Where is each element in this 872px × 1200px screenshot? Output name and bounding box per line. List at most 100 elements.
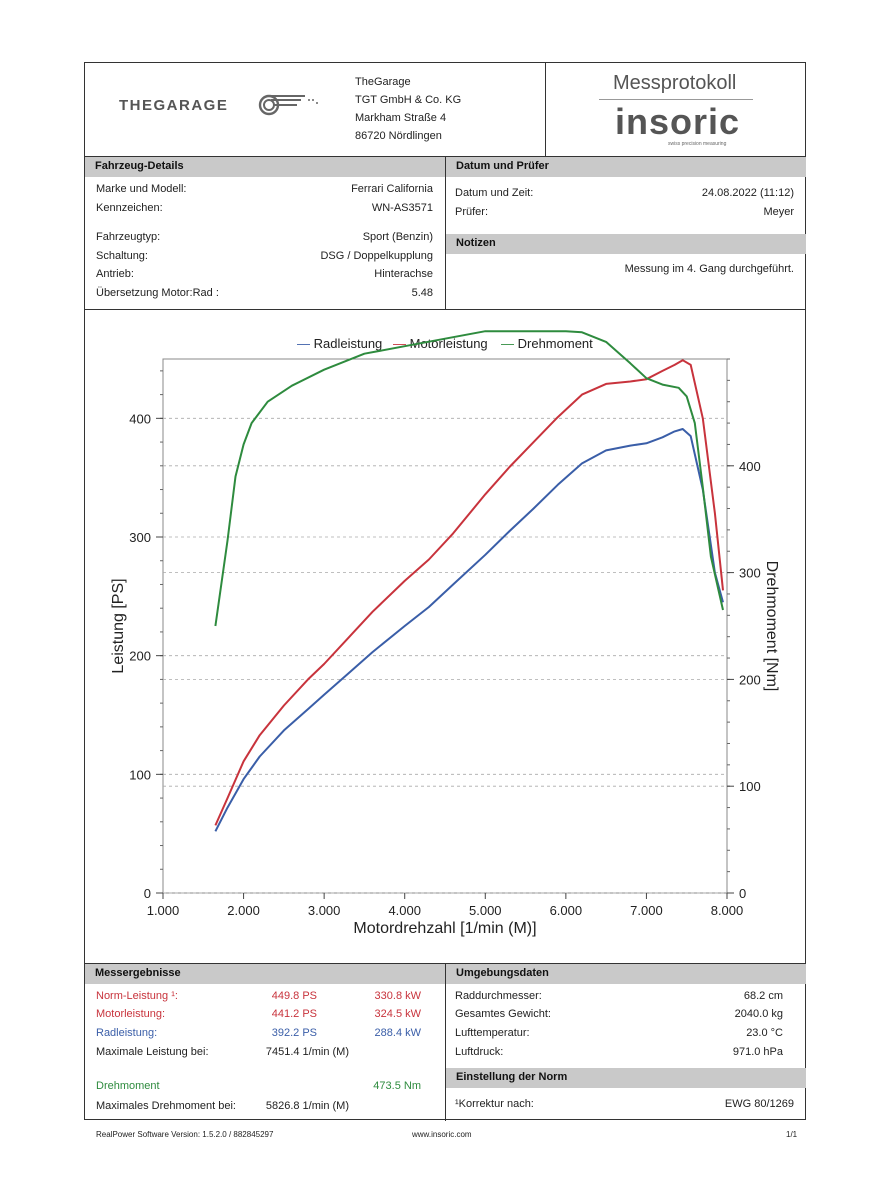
max-power-label: Maximale Leistung bei:	[96, 1046, 209, 1058]
env-value: 971.0 hPa	[732, 1046, 783, 1058]
results-section-title: Messergebnisse	[85, 964, 445, 984]
torque-label: Drehmoment	[96, 1080, 160, 1092]
vehicle-value: WN-AS3571	[371, 202, 433, 214]
footer-url[interactable]: www.insoric.com	[412, 1130, 472, 1139]
result-kw: 324.5 kW	[374, 1008, 421, 1020]
x-tick-label: 3.000	[308, 903, 341, 918]
vehicle-label: Schaltung:	[96, 250, 148, 262]
env-value: 68.2 cm	[743, 990, 783, 1002]
legend-label: Drehmoment	[517, 336, 593, 351]
result-ps: 449.8 PS	[271, 990, 317, 1002]
env-label: Gesamtes Gewicht:	[455, 1008, 551, 1020]
y2-tick-label: 400	[739, 459, 761, 474]
x-tick-label: 6.000	[550, 903, 583, 918]
details-divider	[445, 157, 446, 309]
env-value: 2040.0 kg	[734, 1008, 783, 1020]
logo-text: THEGARAGE	[119, 97, 229, 114]
result-ps: 441.2 PS	[271, 1008, 317, 1020]
vehicle-value: Sport (Benzin)	[362, 231, 433, 243]
vehicle-value: Hinterachse	[374, 268, 433, 280]
date-value: 24.08.2022 (11:12)	[701, 187, 794, 199]
x-tick-label: 2.000	[227, 903, 260, 918]
x-tick-label: 7.000	[630, 903, 663, 918]
y2-tick-label: 100	[739, 779, 761, 794]
result-kw: 330.8 kW	[374, 990, 421, 1002]
company-line: TGT GmbH & Co. KG	[355, 94, 462, 106]
max-torque-value: 5826.8 1/min (M)	[265, 1100, 349, 1112]
x-tick-label: 4.000	[388, 903, 421, 918]
series-line-motorleistung	[214, 359, 724, 826]
dyno-chart: 0 100 200 300 400 0 100 200 300 400 1.000 2.000 3.00…	[110, 330, 780, 937]
y2-tick-label: 0	[739, 886, 746, 901]
legend-label: Radleistung	[313, 336, 383, 351]
y-axis-title: Leistung [PS]	[110, 578, 127, 673]
result-kw: 288.4 kW	[374, 1027, 421, 1039]
title-rule	[599, 99, 753, 100]
details-bottom-rule	[85, 309, 805, 310]
legend-drehmoment: — Drehmoment	[501, 336, 593, 351]
series-line-radleistung	[214, 428, 724, 832]
x-axis-title: Motordrehzahl [1/min (M)]	[353, 920, 536, 937]
protocol-sheet: THEGARAGE TheGarage TGT GmbH & Co. KG Ma…	[84, 62, 806, 1121]
brand-tagline: swiss precision measuring	[668, 141, 727, 147]
vehicle-label: Antrieb:	[96, 268, 134, 280]
norm-section-title: Einstellung der Norm	[446, 1068, 806, 1088]
results-divider	[445, 964, 446, 1121]
torque-value: 473.5 Nm	[373, 1080, 421, 1092]
vehicle-label: Kennzeichen:	[96, 202, 163, 214]
company-line: Markham Straße 4	[355, 112, 447, 124]
max-torque-label: Maximales Drehmoment bei:	[96, 1100, 236, 1112]
vehicle-label: Marke und Modell:	[96, 183, 187, 195]
chart-bottom-rule	[85, 963, 805, 964]
series-line-drehmoment	[214, 330, 724, 627]
y2-tick-label: 200	[739, 672, 761, 687]
legend-label: Motorleistung	[409, 336, 488, 351]
x-tick-label: 1.000	[147, 903, 180, 918]
thegarage-logo: THEGARAGE	[119, 94, 318, 121]
y-tick-label: 400	[129, 411, 151, 426]
y2-tick-label: 300	[739, 566, 761, 581]
header-divider	[545, 63, 546, 156]
insoric-logo: insoric	[615, 101, 741, 142]
company-line: TheGarage	[355, 76, 411, 88]
y-tick-label: 100	[129, 767, 151, 782]
vehicle-value: 5.48	[411, 287, 433, 299]
vehicle-label: Fahrzeugtyp:	[96, 231, 161, 243]
result-label: Radleistung:	[96, 1027, 158, 1039]
y-tick-label: 300	[129, 530, 151, 545]
env-label: Luftdruck:	[455, 1046, 504, 1058]
tester-value: Meyer	[763, 206, 794, 218]
y-tick-label: 0	[144, 886, 151, 901]
x-tick-label: 5.000	[469, 903, 502, 918]
legend-radleistung: — Radleistung	[297, 336, 383, 351]
norm-label: ¹Korrektur nach:	[455, 1098, 534, 1110]
env-value: 23.0 °C	[746, 1027, 783, 1039]
result-label: Norm-Leistung ¹:	[96, 990, 178, 1002]
env-label: Raddurchmesser:	[455, 990, 542, 1002]
x-tick-label: 8.000	[711, 903, 744, 918]
vehicle-section-title: Fahrzeug-Details	[85, 157, 445, 177]
date-section-title: Datum und Prüfer	[446, 157, 806, 177]
max-power-value: 7451.4 1/min (M)	[265, 1046, 349, 1058]
header-bottom-rule	[85, 156, 805, 157]
result-label: Motorleistung:	[96, 1008, 166, 1020]
y2-axis-title: Drehmoment [Nm]	[763, 561, 780, 692]
company-address: TheGarage TGT GmbH & Co. KG Markham Stra…	[355, 73, 461, 145]
notes-section-title: Notizen	[446, 234, 806, 254]
notes-text: Messung im 4. Gang durchgeführt.	[624, 263, 794, 275]
vehicle-value: Ferrari California	[351, 183, 433, 195]
page-number: 1/1	[786, 1130, 798, 1139]
tester-label: Prüfer:	[455, 206, 489, 218]
report-title: Messprotokoll	[613, 72, 737, 94]
date-label: Datum und Zeit:	[455, 187, 534, 199]
plot-frame	[162, 358, 728, 894]
software-version: RealPower Software Version: 1.5.2.0 / 88…	[96, 1130, 274, 1139]
norm-value: EWG 80/1269	[724, 1098, 794, 1110]
vehicle-label: Übersetzung Motor:Rad :	[96, 287, 219, 299]
logo-swirl-icon	[258, 94, 318, 116]
env-label: Lufttemperatur:	[455, 1027, 530, 1039]
vehicle-value: DSG / Doppelkupplung	[320, 250, 433, 262]
company-line: 86720 Nördlingen	[355, 130, 442, 142]
environment-section-title: Umgebungsdaten	[446, 964, 806, 984]
result-ps: 392.2 PS	[271, 1027, 317, 1039]
